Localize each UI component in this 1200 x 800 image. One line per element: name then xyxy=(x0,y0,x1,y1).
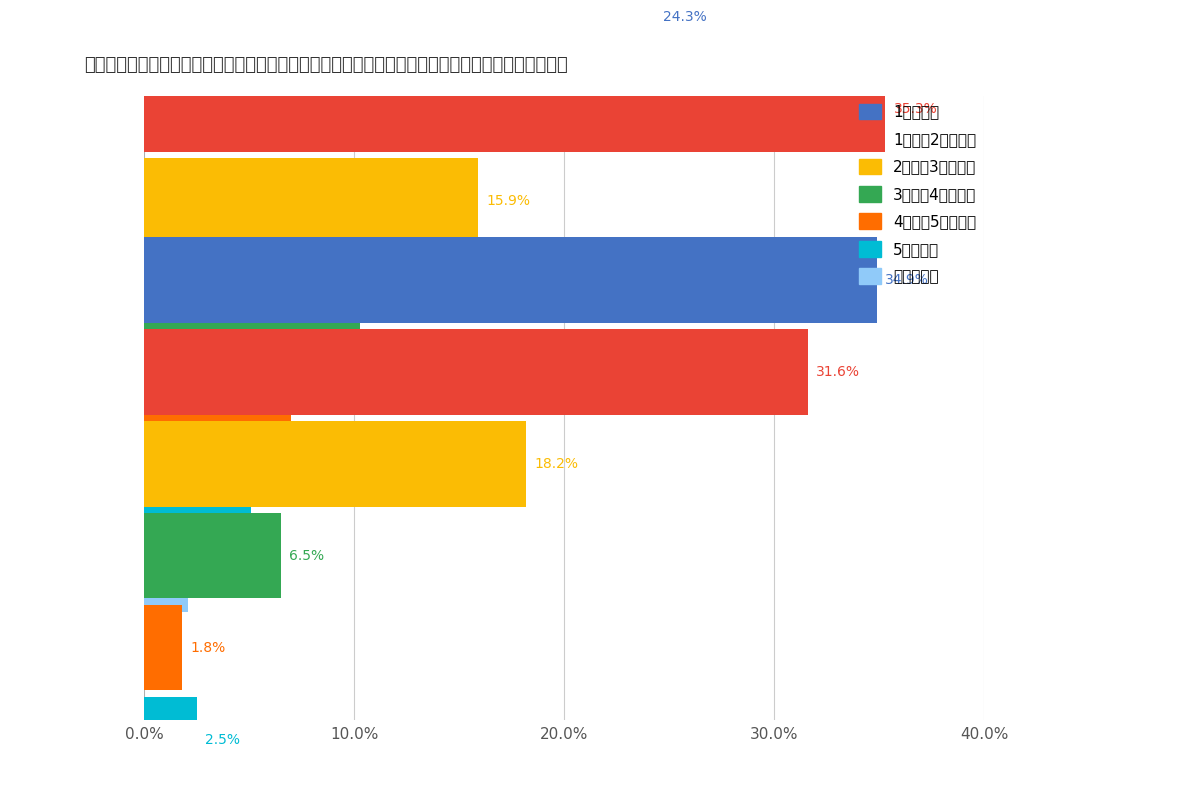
Bar xyxy=(144,421,527,506)
Text: 31.6%: 31.6% xyxy=(816,365,860,379)
Bar xyxy=(144,66,886,152)
Text: 1.8%: 1.8% xyxy=(190,641,226,654)
Bar xyxy=(144,329,808,414)
Bar xyxy=(144,238,877,322)
Bar xyxy=(144,526,188,612)
Text: 35.3%: 35.3% xyxy=(894,102,937,116)
Text: 7.0%: 7.0% xyxy=(300,378,335,392)
Bar xyxy=(144,250,360,336)
Text: 5.1%: 5.1% xyxy=(259,470,295,484)
Text: 6.5%: 6.5% xyxy=(289,549,324,562)
Text: 24.3%: 24.3% xyxy=(662,10,707,24)
Bar xyxy=(144,158,478,244)
Text: 2.1%: 2.1% xyxy=(197,562,232,576)
Text: 18.2%: 18.2% xyxy=(534,457,578,471)
Bar xyxy=(144,789,236,800)
Text: お子様（一人）の習い事にかける月額平均費用について、最も当てはまるものを選択してください。: お子様（一人）の習い事にかける月額平均費用について、最も当てはまるものを選択して… xyxy=(84,56,568,74)
Text: 34.9%: 34.9% xyxy=(886,273,929,287)
Text: 10.3%: 10.3% xyxy=(368,286,413,300)
Text: 15.9%: 15.9% xyxy=(486,194,530,208)
Bar xyxy=(144,513,281,598)
Bar xyxy=(144,605,182,690)
Legend: 1万円未満, 1万円〜2万円未満, 2万円〜3万円未満, 3万円〜4万円未満, 4万円〜5万円未満, 5万円以上, わからない: 1万円未満, 1万円〜2万円未満, 2万円〜3万円未満, 3万円〜4万円未満, … xyxy=(859,104,977,284)
Bar xyxy=(144,697,197,782)
Text: 2.5%: 2.5% xyxy=(205,733,240,746)
Bar xyxy=(144,0,654,60)
Bar xyxy=(144,434,251,520)
Bar xyxy=(144,342,292,428)
